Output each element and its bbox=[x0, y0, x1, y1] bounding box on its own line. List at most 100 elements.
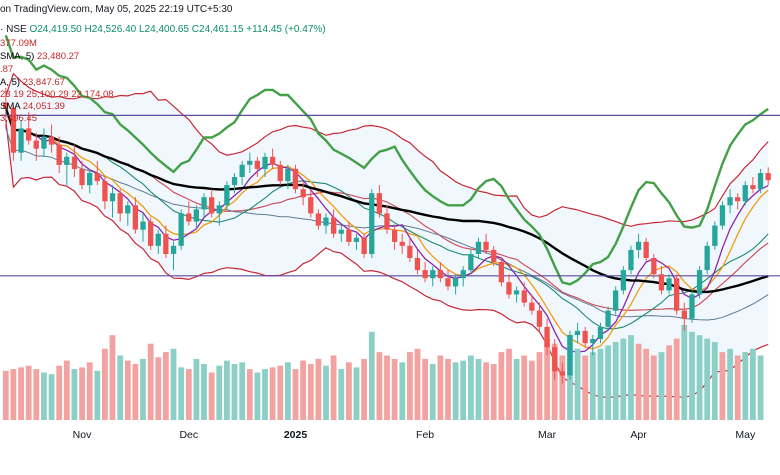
indicator-legend-3[interactable]: A, 5) 23,847.67 bbox=[0, 77, 65, 88]
volume-bar bbox=[597, 348, 604, 421]
candle-body bbox=[506, 282, 512, 295]
indicator-value: 23,480.27 bbox=[36, 51, 80, 62]
volume-bar bbox=[41, 372, 47, 420]
candle-body bbox=[285, 168, 291, 182]
candle-body bbox=[491, 249, 497, 262]
time-axis-label: May bbox=[735, 429, 756, 441]
indicator-legend-1[interactable]: SMA, 5) 23,480.27 bbox=[0, 51, 79, 62]
volume-value: 377.09M bbox=[0, 38, 37, 49]
volume-bar bbox=[185, 369, 192, 420]
indicator-legend-4[interactable]: 23 19 25,100.29 22,174.08 bbox=[0, 89, 114, 100]
candle-body bbox=[750, 185, 756, 190]
candle-body bbox=[48, 136, 55, 145]
volume-bar bbox=[422, 358, 428, 420]
volume-bar bbox=[498, 352, 505, 420]
candle-body bbox=[643, 241, 649, 258]
candle-body bbox=[300, 189, 306, 198]
ticker-label: · NSE bbox=[0, 24, 27, 35]
candle-body bbox=[33, 140, 39, 149]
candle-body bbox=[231, 177, 238, 186]
candle-body bbox=[193, 209, 199, 222]
candle-body bbox=[651, 258, 657, 275]
indicator-legend-2[interactable]: .87 bbox=[0, 64, 13, 75]
volume-bar bbox=[529, 360, 535, 420]
volume-bar bbox=[361, 358, 367, 420]
volume-bar bbox=[696, 335, 703, 420]
candle-body bbox=[582, 330, 588, 344]
candle-body bbox=[498, 262, 504, 283]
candle-body bbox=[742, 185, 748, 202]
horizontal-levels[interactable] bbox=[0, 114, 780, 277]
indicator-value: .87 bbox=[0, 64, 14, 75]
candle-body bbox=[148, 221, 154, 246]
indicator-name: SMA, 5) bbox=[0, 51, 35, 62]
candle-body bbox=[666, 278, 672, 291]
volume-bar bbox=[246, 369, 253, 420]
volume-bar bbox=[239, 362, 246, 420]
candle-body bbox=[41, 136, 47, 149]
indicator-name: A, 5) bbox=[0, 77, 21, 88]
volume-bar bbox=[589, 352, 596, 420]
volume-bar bbox=[338, 369, 345, 420]
volume-bar bbox=[86, 362, 93, 420]
volume-bar bbox=[384, 355, 390, 420]
candle-body bbox=[567, 334, 573, 376]
candle-body bbox=[727, 197, 733, 206]
candle-body bbox=[712, 225, 718, 246]
candle-body bbox=[552, 347, 558, 372]
volume-bar bbox=[635, 343, 642, 420]
candle-body bbox=[346, 229, 352, 242]
volume-bar bbox=[460, 360, 467, 420]
volume-bar bbox=[757, 355, 764, 420]
indicator-value: 3,496.45 bbox=[0, 113, 37, 124]
volume-bar bbox=[673, 338, 680, 420]
volume-bar bbox=[63, 360, 70, 420]
volume-bar bbox=[269, 367, 276, 420]
candle-body bbox=[132, 205, 138, 230]
volume-bar bbox=[285, 362, 291, 420]
indicator-value: 24,051.39 bbox=[22, 101, 65, 112]
volume-bar bbox=[719, 352, 726, 420]
candle-body bbox=[178, 213, 184, 246]
volume-bar bbox=[292, 369, 299, 420]
volume-bar bbox=[109, 335, 116, 420]
candle-body bbox=[323, 217, 329, 226]
volume-bar bbox=[704, 338, 711, 420]
candle-body bbox=[605, 310, 611, 327]
candle-body bbox=[475, 241, 482, 254]
volume-bar bbox=[48, 374, 55, 420]
volume-bar bbox=[513, 358, 520, 420]
green-shifted-line bbox=[4, 34, 769, 286]
volume-bar bbox=[254, 372, 261, 420]
candle-body bbox=[26, 128, 32, 141]
candle-body bbox=[529, 302, 535, 311]
volume-bar bbox=[521, 355, 528, 420]
volume-bar bbox=[79, 367, 85, 420]
candle-body bbox=[155, 233, 161, 246]
candle-body bbox=[315, 213, 321, 226]
candle-body bbox=[331, 217, 337, 234]
volume-bar bbox=[140, 358, 146, 420]
candle-body bbox=[658, 274, 665, 291]
candle-body bbox=[384, 213, 390, 230]
indicator-legend-6[interactable]: 3,496.45 bbox=[0, 113, 37, 124]
candle-body bbox=[689, 294, 695, 319]
volume-bar bbox=[574, 348, 581, 421]
volume-bar bbox=[612, 342, 619, 420]
volume-bar bbox=[94, 370, 101, 420]
volume-bar bbox=[445, 358, 451, 420]
candle-body bbox=[224, 185, 230, 206]
volume-bar bbox=[201, 364, 207, 420]
candle-body bbox=[109, 193, 116, 202]
candle-body bbox=[590, 339, 596, 344]
candle-body bbox=[536, 310, 543, 327]
indicator-legend-5[interactable]: SMA 24,051.39 bbox=[0, 101, 65, 112]
volume-bar bbox=[483, 362, 489, 420]
upper-band-line bbox=[5, 72, 769, 227]
candle-body bbox=[10, 108, 17, 153]
candle-body bbox=[369, 193, 375, 254]
candle-body bbox=[437, 270, 443, 279]
volume-bar bbox=[132, 364, 139, 420]
candle-body bbox=[422, 270, 428, 279]
